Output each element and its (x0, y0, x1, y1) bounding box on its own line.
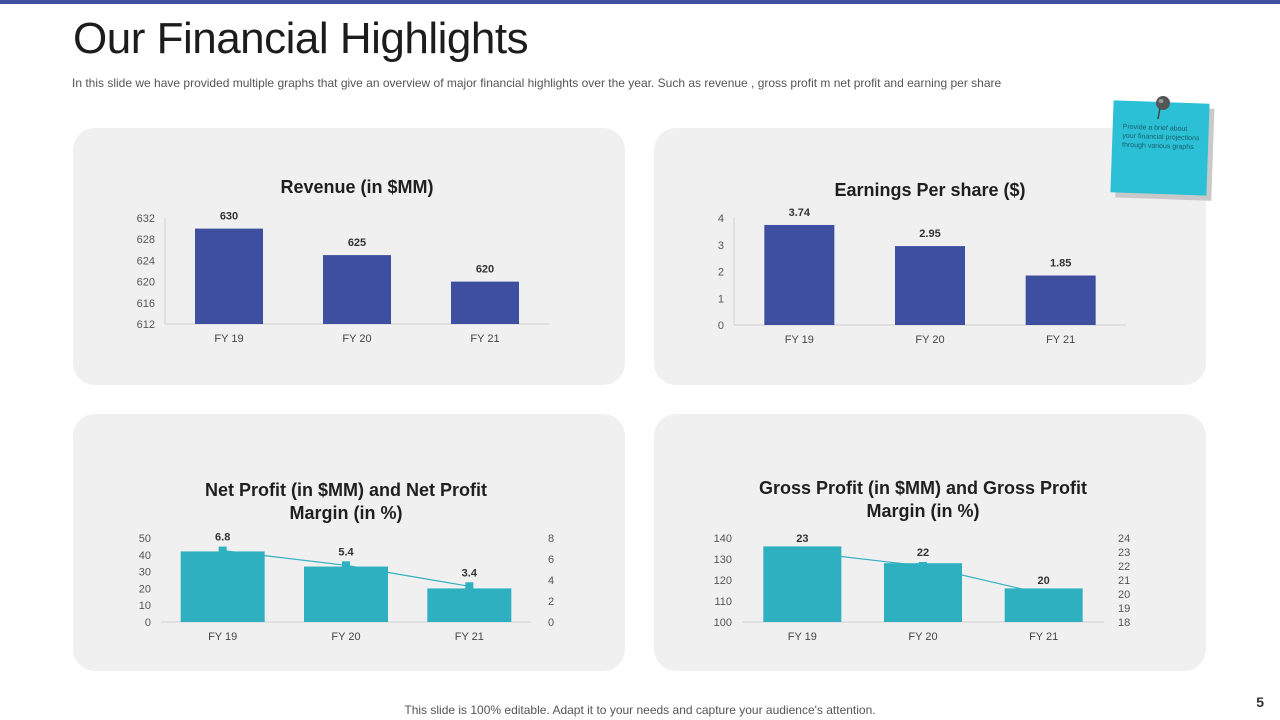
gross-profit-y2-tick: 22 (1118, 561, 1130, 573)
eps-data-label: 3.74 (789, 207, 811, 219)
pushpin-icon (1156, 96, 1170, 120)
net-profit-y2-tick: 4 (548, 575, 554, 587)
net-profit-margin-label: 5.4 (338, 546, 354, 558)
net-profit-margin-label: 3.4 (462, 567, 478, 579)
gross-profit-y2-tick: 24 (1118, 533, 1130, 545)
gross-profit-y2-tick: 18 (1118, 617, 1130, 629)
net-profit-y-tick: 50 (139, 533, 151, 545)
eps-x-tick: FY 19 (785, 334, 814, 346)
revenue-title-line-1: Revenue (in $MM) (280, 177, 433, 197)
net-profit-y-tick: 20 (139, 583, 151, 595)
gross-profit-margin-label: 23 (796, 533, 808, 545)
page-number: 5 (1256, 694, 1264, 710)
page-title: Our Financial Highlights (73, 14, 529, 63)
net-profit-x-tick: FY 20 (331, 631, 360, 643)
eps-data-label: 2.95 (919, 228, 940, 240)
net-profit-title-line-2: Margin (in %) (290, 503, 403, 523)
net-profit-margin-marker (218, 546, 227, 555)
net-profit-chart: Net Profit (in $MM) and Net Profit Margin… (139, 480, 554, 643)
eps-y-tick: 3 (718, 240, 724, 252)
gross-profit-y-tick: 120 (714, 575, 732, 587)
revenue-data-label: 620 (476, 264, 494, 276)
gross-profit-title-line-2: Margin (in %) (867, 501, 980, 521)
eps-y-tick: 0 (718, 320, 724, 332)
gross-profit-y-tick: 140 (714, 533, 732, 545)
net-profit-y-tick: 0 (145, 617, 151, 629)
net-profit-y-tick: 30 (139, 567, 151, 579)
revenue-y-tick: 632 (137, 213, 155, 225)
revenue-bar-fy21 (451, 281, 519, 324)
revenue-x-tick: FY 19 (214, 333, 243, 345)
net-profit-bar-fy21 (427, 588, 512, 622)
gross-profit-bar-fy19 (763, 546, 842, 622)
revenue-chart-card: Revenue (in $MM) 612 616 620 624 628 632 630 FY … (73, 128, 625, 385)
net-profit-margin-label: 6.8 (215, 532, 230, 544)
revenue-y-tick: 616 (137, 298, 155, 310)
gross-profit-y2-tick: 19 (1118, 603, 1130, 615)
net-profit-margin-marker (342, 561, 350, 570)
net-profit-x-tick: FY 21 (455, 631, 484, 643)
revenue-x-tick: FY 21 (470, 333, 499, 345)
eps-y-tick: 4 (718, 213, 724, 225)
revenue-y-tick: 612 (137, 319, 155, 331)
eps-data-label: 1.85 (1050, 258, 1071, 270)
eps-bar-fy21 (1025, 275, 1096, 325)
net-profit-y2-tick: 6 (548, 554, 554, 566)
revenue-y-tick: 628 (137, 234, 155, 246)
eps-chart: Earnings Per share ($) 0 1 2 3 4 3.74 FY 19 2.95… (718, 180, 1126, 346)
gross-profit-chart-card: Gross Profit (in $MM) and Gross Profit Ma… (654, 414, 1206, 671)
revenue-chart: Revenue (in $MM) 612 616 620 624 628 632 630 FY … (137, 177, 549, 345)
revenue-data-label: 630 (220, 211, 238, 223)
gross-profit-y-tick: 110 (714, 596, 732, 608)
eps-title-line-1: Earnings Per share ($) (834, 180, 1025, 200)
gross-profit-margin-marker (1039, 590, 1048, 598)
gross-profit-margin-label: 20 (1038, 575, 1050, 587)
gross-profit-x-tick: FY 19 (788, 631, 817, 643)
gross-profit-y-tick: 100 (714, 617, 732, 629)
revenue-x-tick: FY 20 (342, 333, 371, 345)
gross-profit-margin-label: 22 (917, 547, 929, 559)
net-profit-y-tick: 40 (139, 550, 151, 562)
revenue-bar-fy19 (195, 228, 263, 324)
net-profit-margin-marker (465, 582, 474, 591)
page-subtitle: In this slide we have provided multiple … (72, 76, 1002, 90)
eps-bar-fy20 (895, 246, 965, 325)
revenue-bar-fy20 (323, 255, 391, 324)
eps-y-tick: 2 (718, 267, 724, 279)
net-profit-y-tick: 10 (139, 600, 151, 612)
net-profit-y2-tick: 8 (548, 533, 554, 545)
gross-profit-margin-marker (798, 548, 807, 556)
net-profit-title-line-1: Net Profit (in $MM) and Net Profit (205, 480, 487, 500)
eps-bar-fy19 (764, 224, 835, 325)
top-accent-bar (0, 0, 1280, 4)
footer-note: This slide is 100% editable. Adapt it to… (404, 703, 876, 717)
net-profit-x-tick: FY 19 (208, 631, 237, 643)
gross-profit-x-tick: FY 21 (1029, 631, 1058, 643)
revenue-data-label: 625 (348, 237, 366, 249)
net-profit-chart-card: Net Profit (in $MM) and Net Profit Margin… (73, 414, 625, 671)
revenue-y-tick: 624 (137, 255, 155, 267)
gross-profit-margin-marker (919, 562, 927, 570)
sticky-note-text: Provide a brief about your financial pro… (1121, 123, 1200, 152)
eps-y-tick: 1 (718, 293, 724, 305)
net-profit-bar-fy19 (180, 551, 265, 622)
net-profit-y2-tick: 2 (548, 596, 554, 608)
gross-profit-y2-tick: 23 (1118, 547, 1130, 559)
eps-x-tick: FY 21 (1046, 334, 1075, 346)
gross-profit-bar-fy20 (884, 563, 962, 622)
net-profit-y2-tick: 0 (548, 617, 554, 629)
gross-profit-y2-tick: 21 (1118, 575, 1130, 587)
net-profit-bar-fy20 (304, 566, 388, 622)
gross-profit-y2-tick: 20 (1118, 589, 1130, 601)
eps-x-tick: FY 20 (915, 334, 944, 346)
revenue-y-tick: 620 (137, 277, 155, 289)
gross-profit-x-tick: FY 20 (908, 631, 937, 643)
gross-profit-y-tick: 130 (714, 554, 732, 566)
gross-profit-chart: Gross Profit (in $MM) and Gross Profit Ma… (714, 478, 1131, 643)
gross-profit-title-line-1: Gross Profit (in $MM) and Gross Profit (759, 478, 1087, 498)
